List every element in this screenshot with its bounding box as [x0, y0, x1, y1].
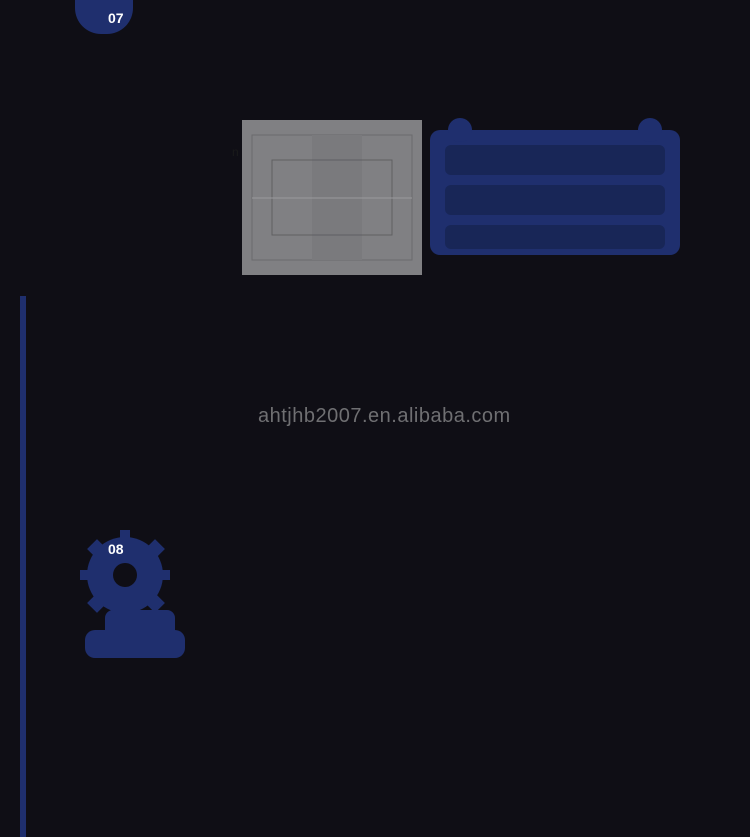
product-shape-icon	[430, 110, 680, 275]
label-07: 07	[108, 10, 124, 26]
gear-icon	[70, 530, 210, 670]
blue-product-block	[430, 110, 680, 275]
watermark-text: ahtjhb2007.en.alibaba.com	[258, 405, 511, 428]
left-vertical-line	[20, 296, 26, 837]
dimension-text: n	[232, 145, 239, 159]
label-08: 08	[108, 541, 124, 557]
tech-drawing-icon	[242, 120, 422, 275]
gear-block	[70, 530, 210, 670]
gray-drawing-block	[242, 120, 422, 275]
page-canvas: 07 n ahtjhb2007.en.alibaba.com	[0, 0, 750, 837]
